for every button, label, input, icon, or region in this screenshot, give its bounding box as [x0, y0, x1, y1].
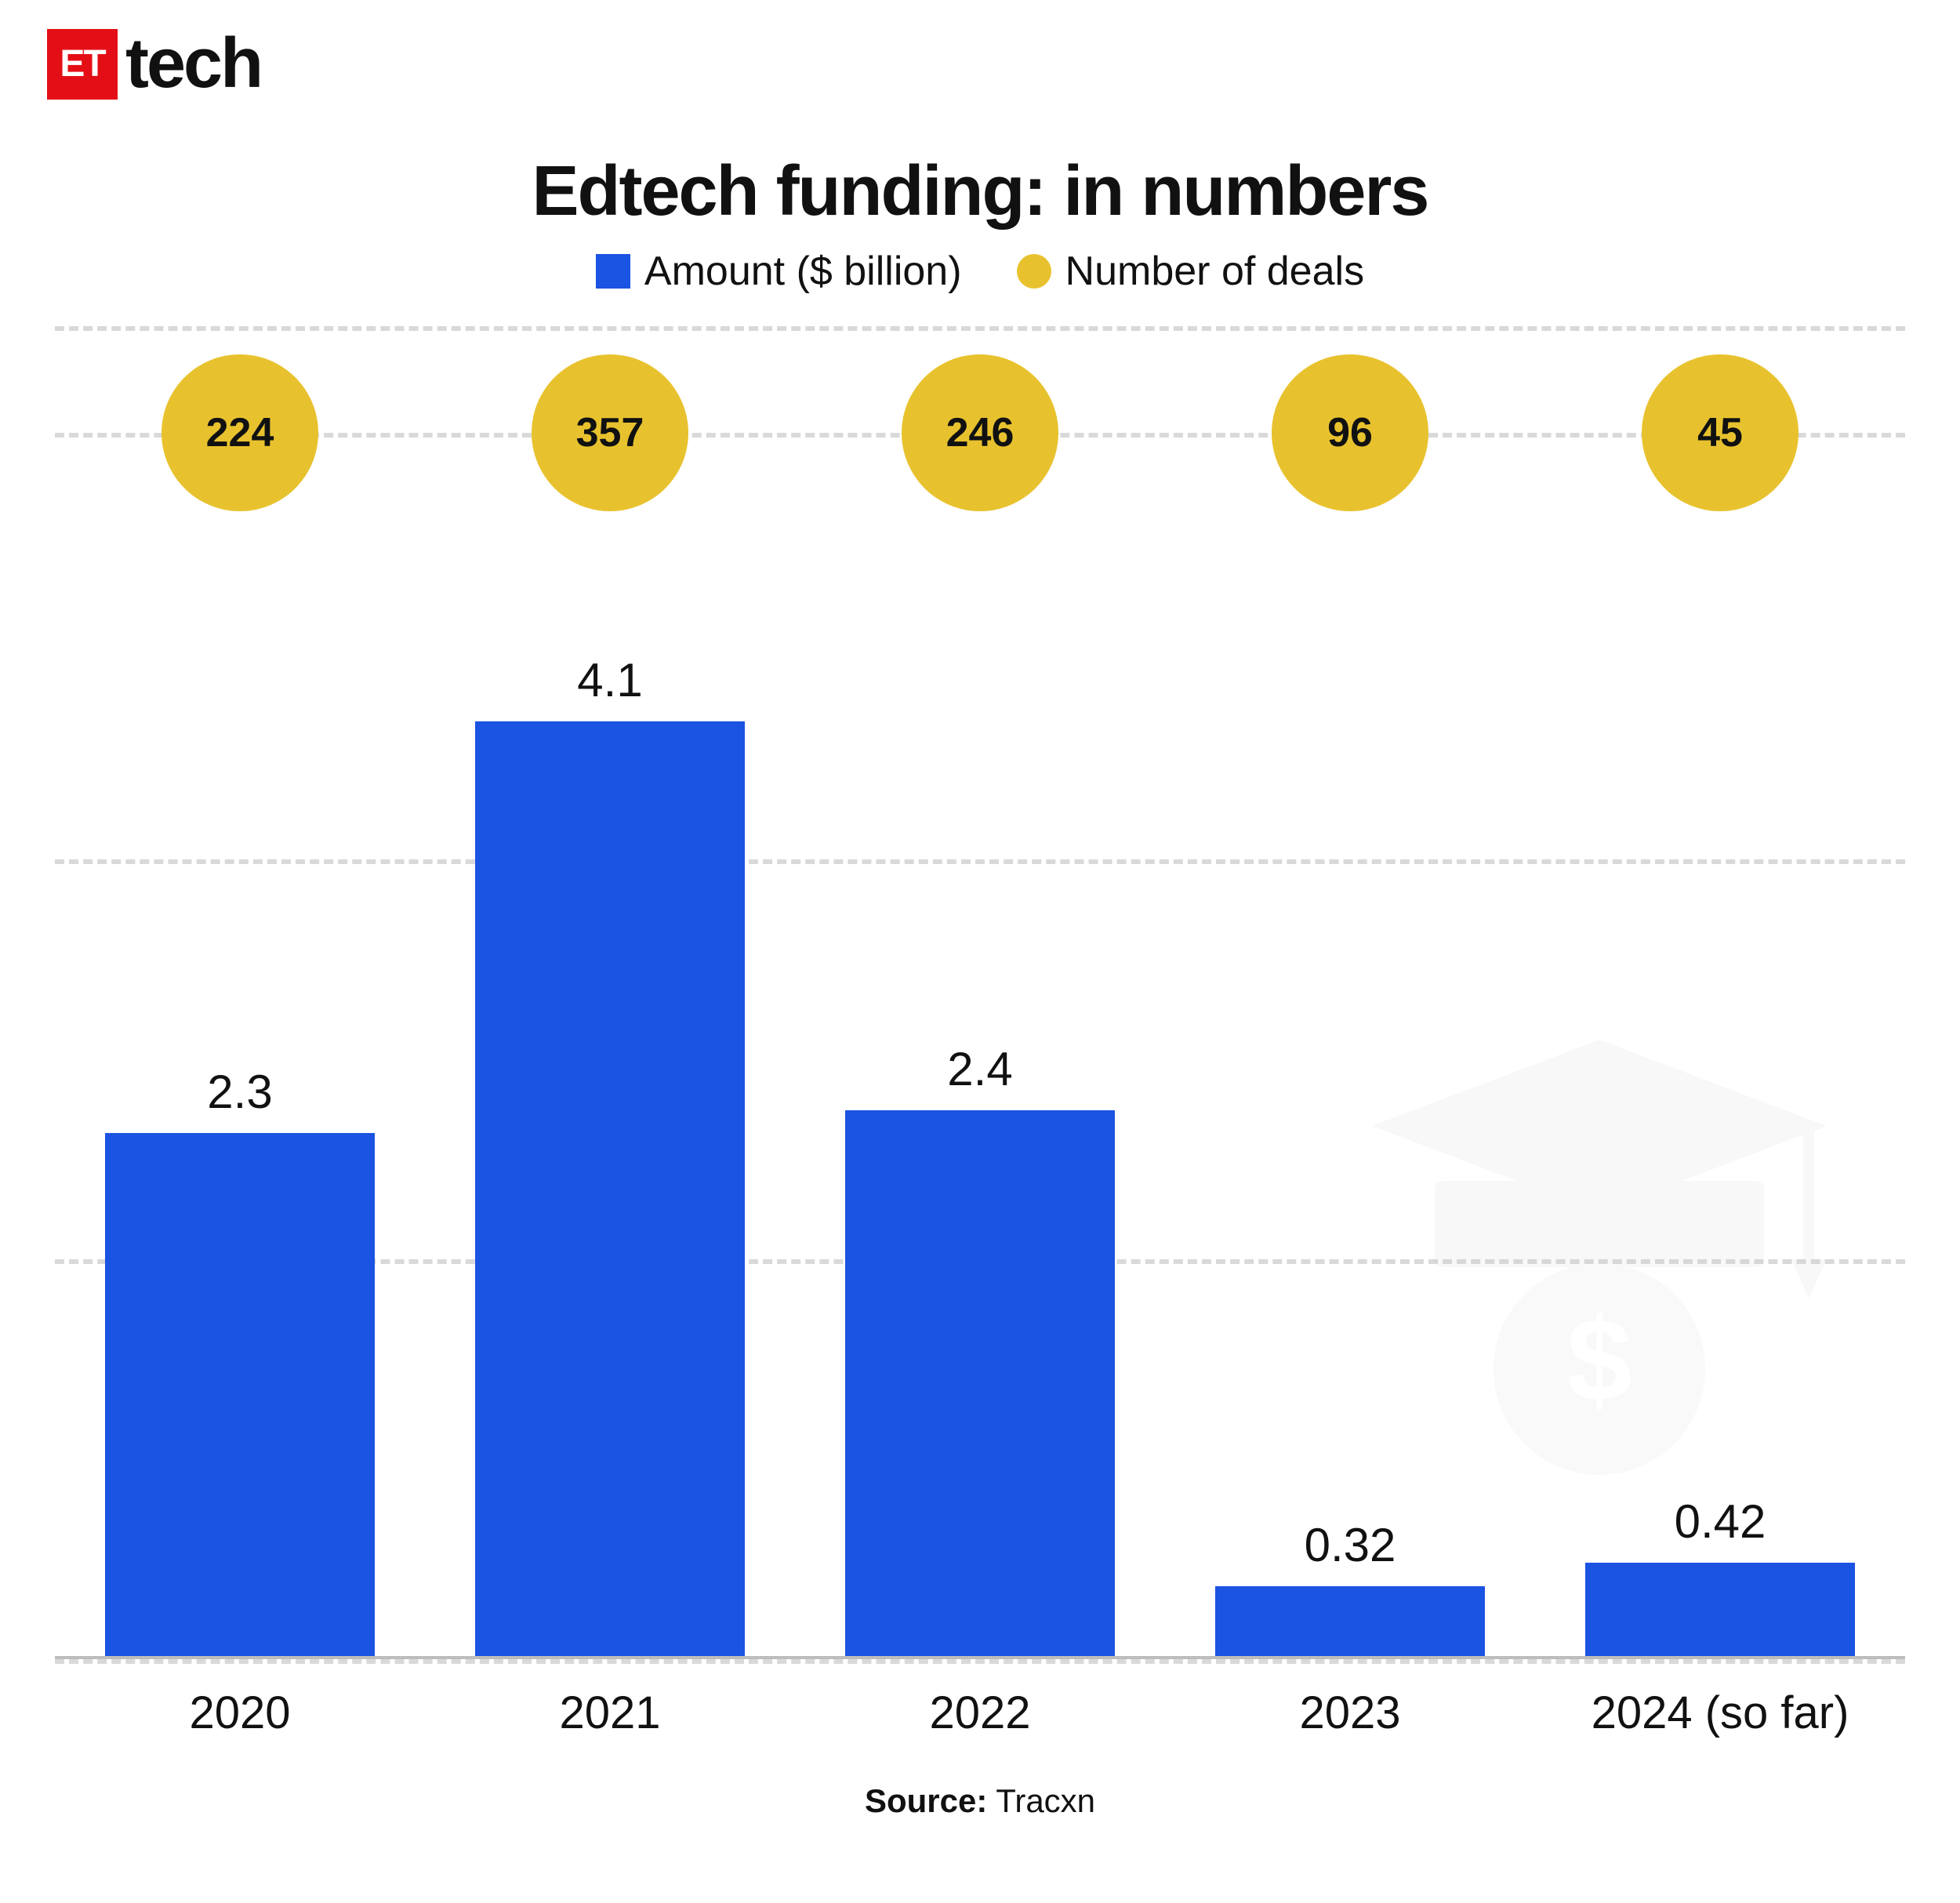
chart-plot-area: $ 2243572469645 2.34.12.40.320.42: [55, 326, 1905, 1659]
brand-text: tech: [125, 24, 261, 104]
legend-deals: Number of deals: [1017, 248, 1365, 295]
bar: [475, 721, 746, 1659]
bar-value-label: 0.42: [1675, 1494, 1766, 1549]
bar-value-label: 2.4: [947, 1042, 1012, 1096]
bars-row: 2.3 4.1 2.4 0.32 0.42: [55, 640, 1905, 1659]
gridline: [55, 1659, 1905, 1664]
bar-slot: 0.42: [1535, 640, 1905, 1659]
deal-circle: 357: [532, 354, 688, 511]
bar-slot: 4.1: [425, 640, 795, 1659]
bar-value-label: 2.3: [207, 1065, 272, 1119]
bar-value-label: 0.32: [1305, 1518, 1396, 1572]
legend-deals-label: Number of deals: [1065, 248, 1365, 295]
xaxis-label: 2020: [55, 1687, 425, 1739]
xaxis-label: 2022: [795, 1687, 1165, 1739]
deal-circle: 224: [162, 354, 318, 511]
chart-xaxis: 20202021202220232024 (so far): [55, 1687, 1905, 1739]
bar: [1585, 1563, 1856, 1659]
deal-circle: 45: [1642, 354, 1798, 511]
brand-badge: ET: [47, 29, 118, 100]
source-value: Tracxn: [996, 1782, 1095, 1819]
legend-amount: Amount ($ billion): [596, 248, 962, 295]
deal-circle: 246: [902, 354, 1058, 511]
source-label: Source:: [865, 1782, 987, 1819]
bar: [105, 1133, 376, 1659]
bar-slot: 2.4: [795, 640, 1165, 1659]
bar: [845, 1110, 1116, 1659]
chart-container: ET tech Edtech funding: in numbers Amoun…: [0, 0, 1960, 1903]
legend-amount-label: Amount ($ billion): [644, 248, 962, 295]
legend-circle-swatch: [1017, 254, 1051, 289]
chart-legend: Amount ($ billion) Number of deals: [47, 248, 1913, 295]
xaxis-label: 2021: [425, 1687, 795, 1739]
xaxis-label: 2024 (so far): [1535, 1687, 1905, 1739]
chart-baseline: [55, 1656, 1905, 1659]
bar-slot: 0.32: [1165, 640, 1535, 1659]
xaxis-label: 2023: [1165, 1687, 1535, 1739]
deal-circle: 96: [1272, 354, 1428, 511]
gridline: [55, 326, 1905, 331]
chart-title: Edtech funding: in numbers: [47, 151, 1913, 232]
bar: [1215, 1586, 1486, 1659]
chart-source: Source: Tracxn: [47, 1782, 1913, 1820]
legend-bar-swatch: [596, 254, 630, 289]
bar-value-label: 4.1: [577, 653, 642, 707]
brand-logo: ET tech: [47, 24, 1913, 104]
deals-row: 224 357 246 96 45: [55, 354, 1905, 511]
bar-slot: 2.3: [55, 640, 425, 1659]
